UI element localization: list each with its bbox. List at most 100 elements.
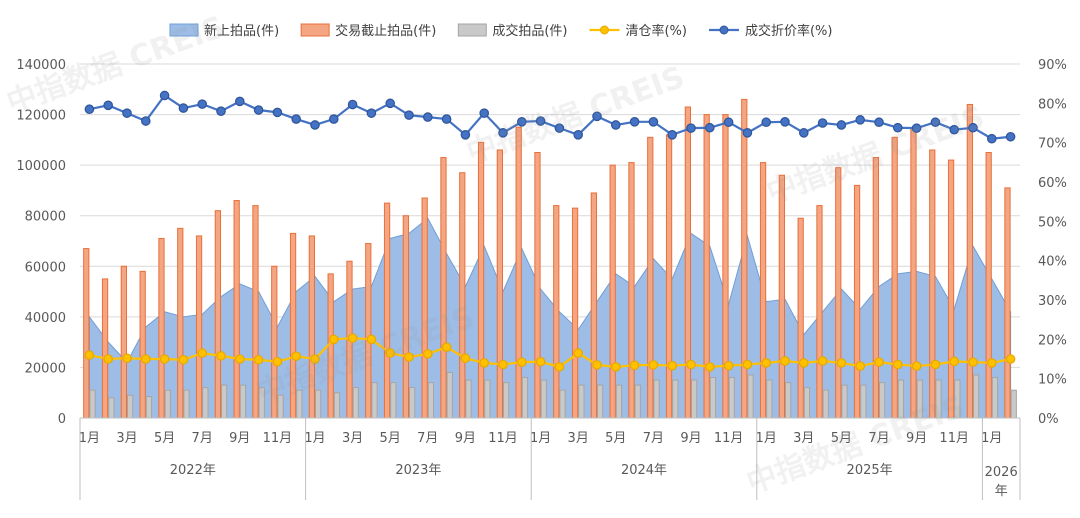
x-tick-label: 3月: [342, 431, 363, 446]
line-point: [479, 108, 489, 118]
line-point: [911, 123, 922, 133]
y-right-tick-label: 70%: [1038, 137, 1067, 152]
bar: [691, 379, 698, 419]
bar: [703, 114, 710, 419]
bar: [872, 157, 880, 419]
line-point: [968, 357, 978, 367]
year-label: 2024年: [621, 463, 667, 478]
bar: [503, 382, 510, 419]
line-point: [422, 349, 433, 359]
legend-label: 交易截止拍品(件): [335, 23, 436, 39]
line-point: [385, 348, 395, 358]
bar: [597, 384, 604, 419]
bar: [879, 382, 886, 419]
x-tick-label: 9月: [680, 431, 701, 446]
bar: [465, 379, 472, 419]
bar: [672, 379, 679, 419]
line-point: [874, 117, 884, 128]
line-point: [479, 358, 489, 368]
bar: [841, 384, 848, 419]
x-tick-label: 1月: [756, 431, 777, 446]
area-series: [88, 217, 1012, 419]
line-point: [1005, 131, 1016, 142]
line-series: [89, 93, 1011, 140]
bar: [947, 159, 955, 419]
line-point: [949, 124, 959, 135]
bar: [139, 270, 146, 419]
line-point: [723, 360, 734, 371]
line-point: [460, 353, 471, 364]
bar: [446, 371, 453, 419]
x-tick-label: 9月: [455, 431, 476, 446]
y-left-tick-label: 0: [58, 412, 66, 427]
year-label: 2025年: [847, 463, 893, 478]
bar: [571, 207, 579, 419]
bar: [145, 396, 153, 419]
bar: [897, 379, 905, 419]
bar: [973, 374, 980, 419]
x-tick-label: 11月: [714, 431, 744, 446]
line-point: [159, 90, 170, 101]
y-right-tick-label: 50%: [1038, 215, 1067, 230]
y-right-tick-label: 90%: [1038, 58, 1067, 73]
line-point: [441, 342, 452, 352]
line-point: [798, 128, 809, 138]
line-point: [178, 354, 189, 365]
bar: [252, 205, 259, 419]
bar: [214, 210, 221, 419]
x-tick-label: 9月: [906, 431, 927, 446]
legend-swatch: [300, 23, 330, 37]
bar: [891, 136, 898, 419]
legend-label: 清仓率(%): [625, 23, 687, 39]
line-point: [253, 105, 264, 115]
x-tick-label: 5月: [605, 431, 626, 446]
line-point: [742, 359, 753, 370]
bar: [985, 152, 992, 419]
line-point: [328, 114, 339, 124]
bar: [853, 184, 861, 419]
line-point: [930, 117, 941, 128]
x-tick-label: 5月: [831, 431, 852, 446]
bar: [271, 265, 278, 419]
line-point: [986, 358, 997, 368]
line-point: [742, 128, 753, 138]
line-point: [648, 360, 659, 370]
line-point: [347, 99, 358, 110]
bar: [722, 114, 729, 419]
bar: [966, 103, 974, 419]
line-point: [460, 130, 471, 140]
y-right-tick-label: 0%: [1038, 412, 1059, 427]
bar: [578, 384, 585, 419]
y-left-tick-label: 40000: [25, 311, 66, 326]
year-label: 2023年: [395, 463, 441, 478]
bar: [653, 379, 660, 419]
line-point: [441, 114, 452, 124]
line-point: [686, 359, 696, 370]
bar: [421, 197, 428, 419]
bar: [759, 162, 767, 419]
line-point: [911, 361, 922, 371]
bar: [120, 265, 127, 419]
bar: [195, 235, 203, 419]
y-right-tick-label: 60%: [1038, 176, 1067, 191]
bar: [83, 248, 90, 419]
year-label: 年: [995, 484, 1008, 499]
line-point: [498, 359, 508, 370]
line-point: [798, 358, 809, 368]
line-point: [667, 360, 677, 371]
line-point: [216, 351, 226, 361]
bar: [258, 387, 265, 419]
bar: [747, 374, 754, 419]
line-point: [197, 348, 207, 358]
line-point: [892, 359, 903, 370]
bar: [477, 141, 485, 419]
line-point: [272, 107, 283, 118]
line-point: [516, 117, 527, 127]
bar: [634, 384, 641, 419]
bar: [991, 377, 999, 419]
line-point: [347, 333, 358, 343]
bar: [728, 377, 735, 419]
line-point: [404, 352, 414, 362]
line-point: [103, 100, 113, 111]
